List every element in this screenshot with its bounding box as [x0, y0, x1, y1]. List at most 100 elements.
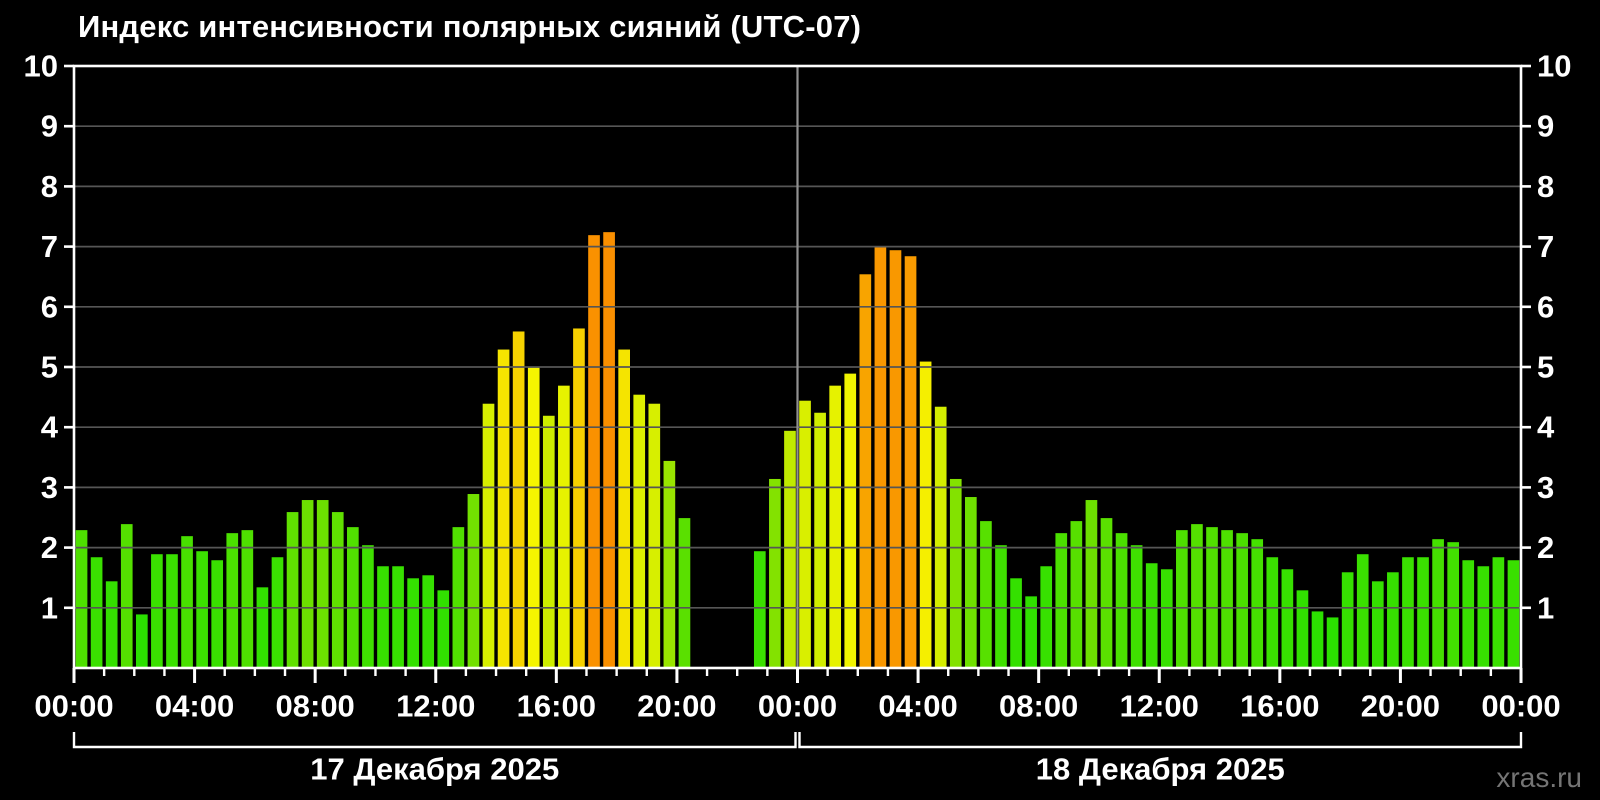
- y-axis-label-right: 8: [1537, 169, 1554, 204]
- bar: [164, 553, 180, 669]
- x-tick-label: 04:00: [155, 689, 234, 724]
- bar: [360, 543, 375, 669]
- bar: [858, 273, 873, 669]
- bar: [1340, 571, 1355, 669]
- bar: [541, 414, 556, 669]
- bar: [180, 534, 195, 669]
- y-axis-label-left: 1: [41, 590, 58, 625]
- x-tick-label: 12:00: [1120, 689, 1199, 724]
- x-tick-label: 16:00: [1240, 689, 1319, 724]
- bar: [1250, 537, 1265, 669]
- bar: [225, 531, 240, 669]
- bar: [1114, 531, 1129, 669]
- bar: [647, 402, 662, 669]
- bar: [104, 580, 119, 669]
- bar: [918, 360, 933, 669]
- y-axis-label-left: 3: [41, 470, 58, 505]
- bar: [1024, 595, 1039, 669]
- bar: [1461, 559, 1476, 669]
- bar: [195, 550, 210, 669]
- bar: [89, 556, 104, 669]
- y-axis-label-left: 5: [41, 350, 58, 385]
- bar: [933, 405, 948, 669]
- x-tick-label: 20:00: [1361, 689, 1440, 724]
- y-axis-label-right: 7: [1537, 229, 1554, 264]
- bar: [903, 255, 918, 669]
- x-tick-label: 16:00: [517, 689, 596, 724]
- bar: [873, 246, 888, 669]
- bar: [1431, 537, 1446, 669]
- x-tick-label: 12:00: [396, 689, 475, 724]
- y-axis-label-right: 3: [1537, 470, 1554, 505]
- bar: [1069, 519, 1084, 669]
- day-bracket: [72, 732, 797, 749]
- bar: [1129, 543, 1144, 669]
- bar: [1491, 556, 1506, 669]
- bar: [240, 528, 255, 669]
- bar: [481, 402, 496, 669]
- bar: [255, 586, 270, 669]
- bar: [1084, 498, 1099, 669]
- bar: [662, 459, 677, 669]
- bar: [782, 429, 798, 669]
- date-label: 17 Декабря 2025: [310, 752, 559, 787]
- y-axis-label-right: 6: [1537, 289, 1554, 324]
- x-tick-label: 04:00: [878, 689, 957, 724]
- bar: [1099, 516, 1114, 669]
- bar: [1355, 553, 1370, 669]
- bar: [149, 553, 164, 669]
- y-axis-label-left: 6: [41, 289, 58, 324]
- bar: [1400, 556, 1415, 669]
- bar: [436, 589, 451, 669]
- bar: [210, 559, 225, 669]
- y-axis-label-left: 4: [41, 410, 59, 445]
- bar: [843, 372, 858, 669]
- bar: [1189, 522, 1204, 669]
- bar: [300, 498, 315, 669]
- bar: [119, 522, 134, 669]
- y-axis-label-right: 5: [1537, 350, 1554, 385]
- y-axis-label-right: 10: [1537, 49, 1571, 84]
- watermark: xras.ru: [1496, 762, 1582, 793]
- y-axis-label-left: 9: [41, 109, 58, 144]
- bar: [1476, 565, 1491, 669]
- bar: [1220, 528, 1235, 669]
- bar: [586, 233, 602, 669]
- bar: [1174, 528, 1189, 669]
- bar: [466, 492, 481, 669]
- bar: [948, 477, 963, 669]
- x-tick-label: 08:00: [276, 689, 355, 724]
- x-tick-label: 00:00: [1481, 689, 1560, 724]
- bar: [1446, 540, 1461, 669]
- bar: [285, 510, 300, 669]
- bar: [511, 330, 526, 669]
- bar: [1415, 556, 1431, 669]
- y-axis-label-right: 4: [1537, 410, 1555, 445]
- bar: [677, 516, 692, 669]
- bar: [1039, 565, 1054, 669]
- bar: [421, 574, 436, 669]
- bar: [767, 477, 782, 669]
- y-axis-label-left: 10: [24, 49, 58, 84]
- chart-title: Индекс интенсивности полярных сияний (UT…: [78, 9, 862, 44]
- bar: [1009, 577, 1024, 669]
- bar: [752, 550, 767, 669]
- bar: [391, 565, 406, 669]
- bar: [1385, 571, 1400, 669]
- bar: [270, 556, 285, 669]
- bar: [993, 543, 1009, 669]
- bar: [1159, 568, 1174, 669]
- bar: [602, 230, 617, 669]
- bar: [1370, 580, 1385, 669]
- bar: [375, 565, 391, 669]
- bar: [315, 498, 330, 669]
- bar: [1310, 610, 1325, 669]
- bar: [963, 495, 978, 669]
- bar: [496, 348, 511, 669]
- y-axis-label-left: 7: [41, 229, 58, 264]
- bar: [330, 510, 345, 669]
- y-axis-label-left: 8: [41, 169, 58, 204]
- y-axis-label-right: 2: [1537, 530, 1554, 565]
